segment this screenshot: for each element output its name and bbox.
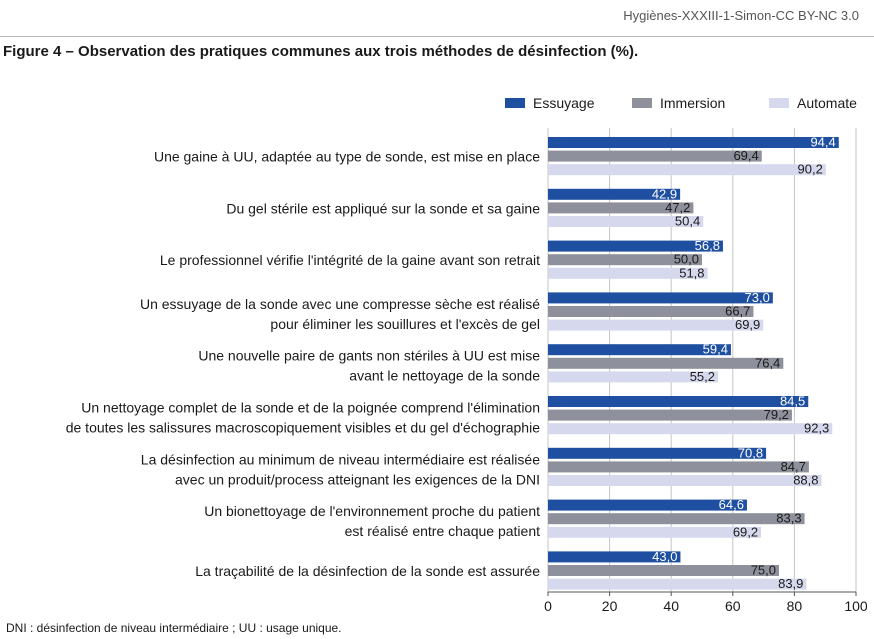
data-label-immersion: 75,0 — [751, 563, 776, 578]
bar-essuyage — [548, 447, 767, 459]
data-label-immersion: 84,7 — [781, 459, 806, 474]
legend-swatch-immersion — [632, 98, 652, 108]
data-label-automate: 55,2 — [690, 369, 715, 384]
data-label-immersion: 66,7 — [725, 304, 750, 319]
x-tick-label: 0 — [544, 598, 552, 614]
data-label-essuyage: 84,5 — [780, 394, 805, 409]
data-label-essuyage: 94,4 — [810, 135, 835, 150]
bar-immersion — [548, 357, 784, 369]
category-label: avant le nettoyage de la sonde — [349, 368, 540, 384]
category-label: La traçabilité de la désinfection de la … — [195, 563, 540, 579]
bar-automate — [548, 423, 833, 435]
data-label-automate: 90,2 — [798, 162, 823, 177]
bar-immersion — [548, 254, 702, 266]
bar-immersion — [548, 409, 792, 421]
category-label: pour éliminer les souillures et l'excès … — [270, 316, 540, 332]
data-label-automate: 51,8 — [679, 265, 704, 280]
bar-essuyage — [548, 188, 681, 200]
data-label-immersion: 50,0 — [674, 252, 699, 267]
legend-label-automate: Automate — [797, 95, 857, 111]
category-label: Le professionnel vérifie l'intégrité de … — [160, 252, 540, 268]
legend-item-essuyage: Essuyage — [505, 93, 594, 113]
data-label-immersion: 79,2 — [764, 407, 789, 422]
bar-essuyage — [548, 344, 731, 356]
bar-automate — [548, 371, 719, 383]
data-label-immersion: 69,4 — [733, 148, 758, 163]
category-label: avec un produit/process atteignant les e… — [175, 471, 540, 487]
legend-swatch-automate — [769, 98, 789, 108]
x-tick-label: 100 — [844, 598, 868, 614]
data-label-immersion: 83,3 — [776, 511, 801, 526]
bar-automate — [548, 319, 764, 331]
x-tick-label: 60 — [725, 598, 741, 614]
bar-automate — [548, 216, 704, 227]
bar-automate — [548, 578, 807, 590]
legend-label-essuyage: Essuyage — [533, 95, 595, 111]
source-credit: Hygiènes-XXXIII-1-Simon-CC BY-NC 3.0 — [623, 8, 859, 23]
data-label-essuyage: 43,0 — [652, 549, 677, 564]
bar-immersion — [548, 150, 762, 162]
data-label-immersion: 76,4 — [755, 355, 780, 370]
x-tick-label: 20 — [602, 598, 618, 614]
category-label: Un nettoyage complet de la sonde et de l… — [81, 400, 540, 416]
category-label: est réalisé entre chaque patient — [345, 523, 540, 539]
data-label-essuyage: 73,0 — [745, 290, 770, 305]
data-label-immersion: 47,2 — [665, 200, 690, 215]
bar-immersion — [548, 306, 754, 317]
x-tick-label: 80 — [787, 598, 803, 614]
data-label-essuyage: 42,9 — [652, 186, 677, 201]
category-label: Un bionettoyage de l'environnement proch… — [204, 503, 540, 519]
category-label: Une nouvelle paire de gants non stériles… — [198, 348, 540, 364]
data-label-automate: 69,2 — [733, 524, 758, 539]
data-label-automate: 83,9 — [778, 576, 803, 591]
bar-immersion — [548, 202, 694, 214]
category-label: Du gel stérile est appliqué sur la sonde… — [226, 200, 540, 216]
x-tick-label: 40 — [663, 598, 679, 614]
data-label-automate: 88,8 — [793, 473, 818, 488]
data-label-essuyage: 56,8 — [695, 238, 720, 253]
bar-essuyage — [548, 396, 809, 407]
footnote: DNI : désinfection de niveau intermédiai… — [6, 621, 342, 635]
bar-essuyage — [548, 240, 723, 252]
header-bar: Hygiènes-XXXIII-1-Simon-CC BY-NC 3.0 — [0, 0, 874, 37]
legend-item-automate: Automate — [769, 93, 857, 113]
data-label-essuyage: 64,6 — [719, 497, 744, 512]
bar-automate — [548, 164, 826, 176]
legend-swatch-essuyage — [505, 98, 525, 108]
legend-item-immersion: Immersion — [632, 93, 725, 113]
bar-immersion — [548, 513, 805, 525]
legend-label-immersion: Immersion — [660, 95, 726, 111]
bar-immersion — [548, 565, 779, 576]
data-label-automate: 92,3 — [804, 421, 829, 436]
category-label: Un essuyage de la sonde avec une compres… — [140, 296, 540, 312]
data-label-automate: 69,9 — [735, 317, 760, 332]
bar-essuyage — [548, 137, 839, 148]
data-label-automate: 50,4 — [675, 214, 700, 229]
bar-essuyage — [548, 499, 747, 511]
category-label: Une gaine à UU, adaptée au type de sonde… — [154, 149, 540, 165]
bar-essuyage — [548, 551, 681, 563]
bar-automate — [548, 526, 762, 538]
data-label-essuyage: 70,8 — [738, 445, 763, 460]
category-label: La désinfection au minimum de niveau int… — [141, 451, 540, 467]
bar-immersion — [548, 461, 809, 473]
chart-title: Figure 4 – Observation des pratiques com… — [3, 43, 639, 60]
bar-automate — [548, 267, 708, 279]
data-label-essuyage: 59,4 — [703, 342, 728, 357]
bar-automate — [548, 475, 822, 486]
category-label: de toutes les salissures macroscopiqueme… — [66, 420, 540, 436]
bar-essuyage — [548, 292, 773, 304]
